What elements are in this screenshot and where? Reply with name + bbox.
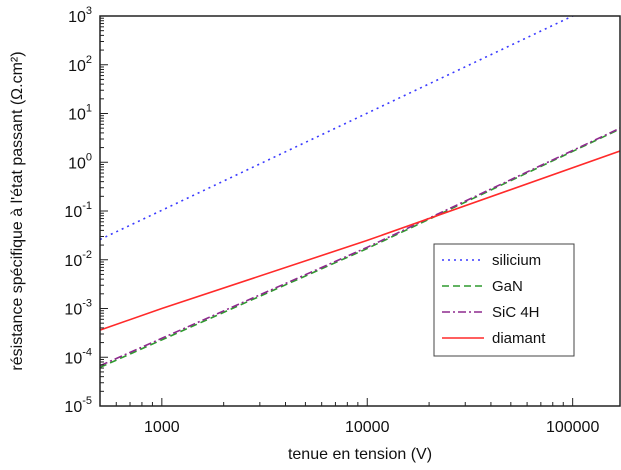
legend-label: SiC 4H [492,304,540,321]
y-axis-title: résistance spécifique à l'état passant (… [9,51,26,370]
y-tick-label: 102 [68,54,92,75]
x-tick-label: 1000 [144,419,180,436]
y-tick-label: 101 [68,103,92,124]
y-tick-label: 10-2 [64,249,92,270]
x-tick-label: 100000 [546,419,599,436]
y-tick-label: 10-1 [64,200,92,221]
y-tick-label: 100 [68,151,92,172]
legend-label: diamant [492,330,546,347]
ticks-layer: 1000 10000 100000 10-5 10-4 10-3 10-2 10-1 100 10… [64,5,599,436]
x-tick-label: 10000 [345,419,390,436]
series-layer [100,16,620,369]
series-line-silicium [100,16,575,241]
series-line-gan [100,128,620,369]
legend-label: GaN [492,278,523,295]
y-tick-label: 10-3 [64,298,92,319]
y-tick-label: 103 [68,5,92,26]
series-line-diamant [100,150,620,331]
y-tick-label: 10-5 [64,395,92,416]
x-axis-title: tenue en tension (V) [288,446,432,463]
y-tick-label: 10-4 [64,346,92,367]
legend-label: silicium [492,252,541,269]
legend: silicium GaN SiC 4H diamant [433,243,575,357]
series-line-sic-4h [100,127,620,367]
